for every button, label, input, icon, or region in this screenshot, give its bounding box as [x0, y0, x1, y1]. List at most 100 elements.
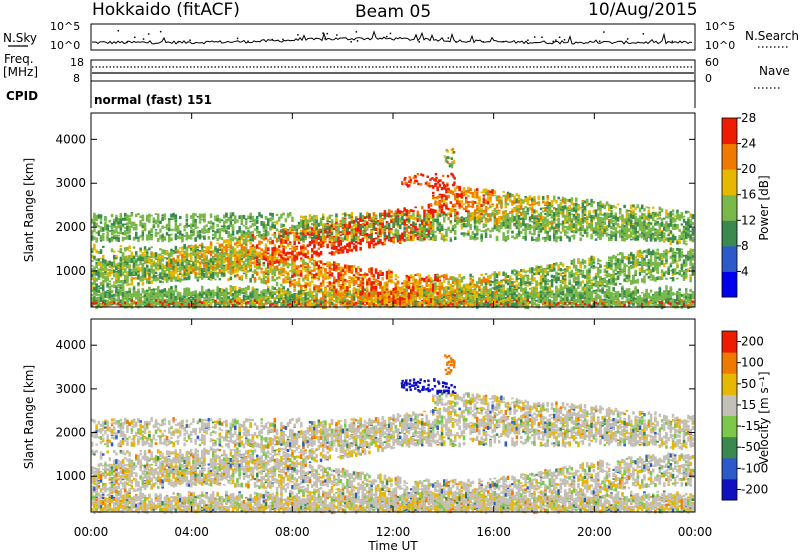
nsearch-dot — [552, 40, 554, 43]
power-cell — [198, 304, 202, 308]
power-cell — [264, 216, 268, 220]
power-cell — [357, 296, 360, 299]
power-cell — [234, 265, 237, 268]
power-cell — [168, 303, 171, 306]
power-cell — [352, 224, 356, 228]
power-cell — [355, 279, 358, 285]
power-cell — [201, 268, 204, 272]
power-cell — [300, 257, 303, 260]
power-cell — [128, 215, 131, 217]
power-cell — [126, 231, 129, 235]
nave-tick-top: 60 — [705, 56, 719, 69]
power-cell — [306, 300, 310, 304]
power-cell — [284, 293, 288, 298]
power-cell — [322, 276, 325, 279]
power-cell — [212, 229, 215, 233]
power-cell — [275, 265, 279, 270]
power-cell — [170, 290, 173, 292]
power-cell — [187, 268, 191, 274]
power-cell — [170, 251, 173, 255]
power-cell — [363, 304, 367, 306]
power-cell — [196, 249, 200, 254]
power-cell — [152, 256, 156, 259]
power-cell — [102, 286, 105, 291]
power-cell — [262, 232, 266, 235]
power-cell — [194, 246, 197, 249]
power-cell — [207, 260, 211, 263]
power-cell — [135, 271, 138, 276]
power-cell — [311, 216, 314, 219]
power-cell — [273, 299, 277, 303]
power-cell — [130, 225, 134, 228]
power-cell — [214, 300, 217, 305]
power-cell — [179, 236, 182, 240]
power-cell — [251, 288, 255, 292]
nsearch-dot — [282, 38, 284, 41]
power-cell — [141, 252, 145, 257]
power-cell — [251, 234, 255, 239]
power-cell — [146, 234, 149, 238]
power-cell — [264, 243, 268, 248]
power-cell — [139, 256, 142, 261]
power-cell — [102, 301, 105, 304]
power-cell — [256, 215, 259, 219]
power-cell — [141, 236, 145, 241]
power-cell — [344, 247, 347, 250]
power-cell — [141, 222, 145, 226]
power-cell — [176, 250, 180, 253]
power-cell — [297, 266, 301, 269]
power-cell — [335, 240, 338, 243]
power-cell — [172, 249, 175, 252]
power-cell — [229, 265, 233, 270]
power-cell — [251, 300, 255, 303]
power-cell — [146, 292, 149, 298]
power-cell — [240, 288, 244, 290]
power-cell — [102, 263, 105, 267]
power-cell — [317, 255, 321, 258]
power-cell — [335, 220, 338, 224]
power-cell — [128, 268, 131, 274]
power-cell — [218, 228, 222, 231]
power-cell — [253, 293, 257, 296]
power-cell — [339, 236, 343, 240]
power-cell — [93, 217, 96, 222]
power-cell — [341, 217, 345, 221]
power-cell — [317, 264, 321, 270]
power-cell — [284, 228, 288, 231]
power-cell — [225, 213, 228, 218]
power-cell — [192, 245, 195, 251]
power-cell — [139, 254, 142, 258]
power-cell — [187, 224, 191, 227]
power-cell — [315, 292, 318, 298]
power-cell — [269, 255, 272, 260]
power-cell — [201, 260, 204, 265]
power-cell — [194, 255, 197, 259]
power-cell — [370, 225, 373, 228]
power-cell — [207, 288, 211, 292]
power-cell — [333, 299, 336, 302]
power-cell — [185, 261, 189, 265]
power-cell — [165, 232, 169, 236]
power-cell — [258, 251, 261, 255]
nsearch-dot — [447, 37, 450, 39]
power-cell — [324, 299, 327, 302]
power-cell — [194, 260, 197, 265]
power-cell — [119, 215, 123, 220]
power-cell — [113, 229, 116, 234]
power-cell — [150, 300, 153, 304]
power-cell — [91, 254, 94, 259]
power-cell — [267, 292, 270, 295]
power-cell — [117, 286, 120, 289]
power-cell — [234, 220, 237, 224]
power-cell — [187, 265, 191, 270]
power-cell — [185, 231, 189, 237]
power-cell — [113, 261, 116, 265]
power-cell — [229, 300, 233, 303]
power-cell — [385, 212, 389, 217]
power-cell — [280, 295, 283, 298]
power-cell — [146, 271, 149, 276]
power-cell — [350, 267, 354, 270]
power-cell — [170, 259, 173, 265]
power-cell — [381, 242, 384, 246]
power-cell — [330, 267, 334, 271]
